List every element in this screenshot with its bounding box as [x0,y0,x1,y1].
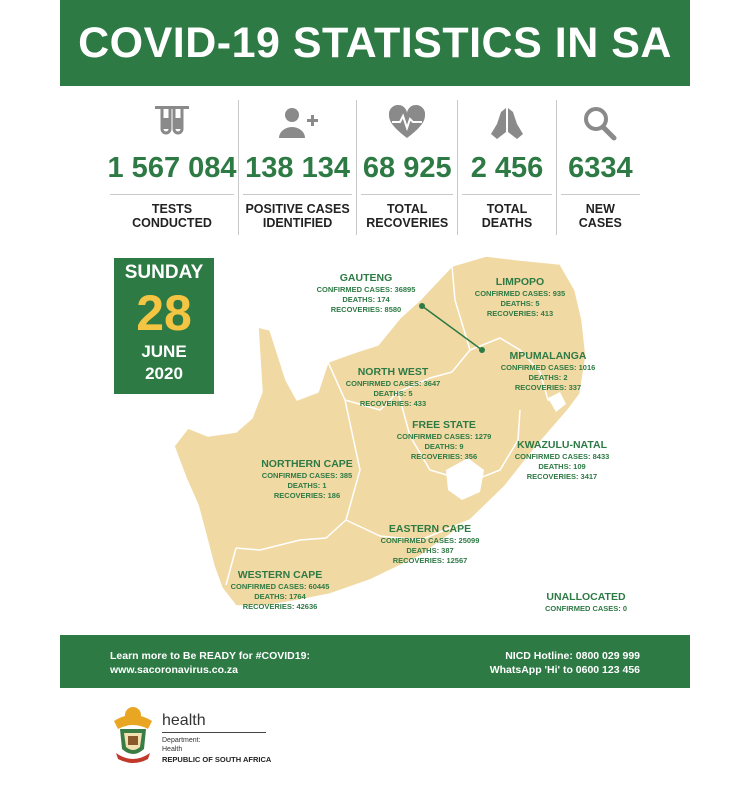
province-western-cape: WESTERN CAPE CONFIRMED CASES: 60445 DEAT… [230,569,330,611]
new-cases-value: 6334 [568,152,633,184]
footer-banner: Learn more to Be READY for #COVID19: www… [60,635,690,688]
positive-value: 138 134 [245,152,350,184]
magnifier-icon [557,104,644,142]
test-tubes-icon [106,104,238,142]
date-number: 28 [136,285,192,341]
unallocated-cases: UNALLOCATED CONFIRMED CASES: 0 [544,591,628,613]
footer-hotline: NICD Hotline: 0800 029 999 [505,650,640,662]
province-north-west: NORTH WEST CONFIRMED CASES: 3647 DEATHS:… [345,366,441,408]
stat-tests: 1 567 084 TESTS CONDUCTED [106,100,238,235]
province-kwazulu-natal: KWAZULU-NATAL CONFIRMED CASES: 8433 DEAT… [514,439,610,481]
praying-hands-icon [458,104,555,142]
recoveries-value: 68 925 [362,152,452,184]
page-title: COVID-19 STATISTICS IN SA [78,18,672,67]
stat-new-cases: 6334 NEW CASES [555,100,644,235]
province-limpopo: LIMPOPO CONFIRMED CASES: 935 DEATHS: 5 R… [474,276,566,318]
recoveries-label: TOTAL RECOVERIES [366,202,449,230]
gauteng-pointer-dot [419,303,425,309]
province-gauteng: GAUTENG CONFIRMED CASES: 36895 DEATHS: 1… [316,272,416,314]
heartbeat-icon [357,104,457,142]
positive-label: POSITIVE CASES IDENTIFIED [245,202,350,230]
gauteng-pointer-line [421,305,483,351]
tests-value: 1 567 084 [107,152,237,184]
footer-learn-more: Learn more to Be READY for #COVID19: [110,650,310,662]
gauteng-marker-dot [479,347,485,353]
department-name: Health [162,746,183,753]
date-year: 2020 [145,364,183,383]
add-person-icon [239,104,356,142]
stats-row: 1 567 084 TESTS CONDUCTED 138 134 POSITIV… [106,100,644,235]
date-month: JUNE [141,342,187,361]
department-health-title: health [162,712,206,729]
south-africa-map [173,255,587,607]
header-banner: COVID-19 STATISTICS IN SA [60,0,690,86]
deaths-label: TOTAL DEATHS [481,202,533,230]
footer-website-link[interactable]: www.sacoronavirus.co.za [110,664,238,676]
eswatini-shape [548,392,566,412]
date-box: SUNDAY 28 JUNE 2020 [114,258,214,394]
deaths-value: 2 456 [470,152,544,184]
footer-whatsapp: WhatsApp 'Hi' to 0600 123 456 [489,664,640,676]
department-label: Department: [162,737,201,744]
province-mpumalanga: MPUMALANGA CONFIRMED CASES: 1016 DEATHS:… [500,350,596,392]
stat-positive: 138 134 POSITIVE CASES IDENTIFIED [238,100,356,235]
date-day: SUNDAY [124,262,204,283]
map-land [173,255,587,607]
department-country: REPUBLIC OF SOUTH AFRICA [162,755,272,764]
stat-recoveries: 68 925 TOTAL RECOVERIES [356,100,457,235]
province-free-state: FREE STATE CONFIRMED CASES: 1279 DEATHS:… [396,419,492,461]
tests-label: TESTS CONDUCTED [132,202,212,230]
stat-deaths: 2 456 TOTAL DEATHS [457,100,555,235]
lesotho-shape [446,458,484,500]
province-northern-cape: NORTHERN CAPE CONFIRMED CASES: 385 DEATH… [261,458,353,500]
coat-of-arms-logo [114,707,152,763]
new-cases-label: NEW CASES [578,202,622,230]
province-eastern-cape: EASTERN CAPE CONFIRMED CASES: 25099 DEAT… [380,523,480,565]
